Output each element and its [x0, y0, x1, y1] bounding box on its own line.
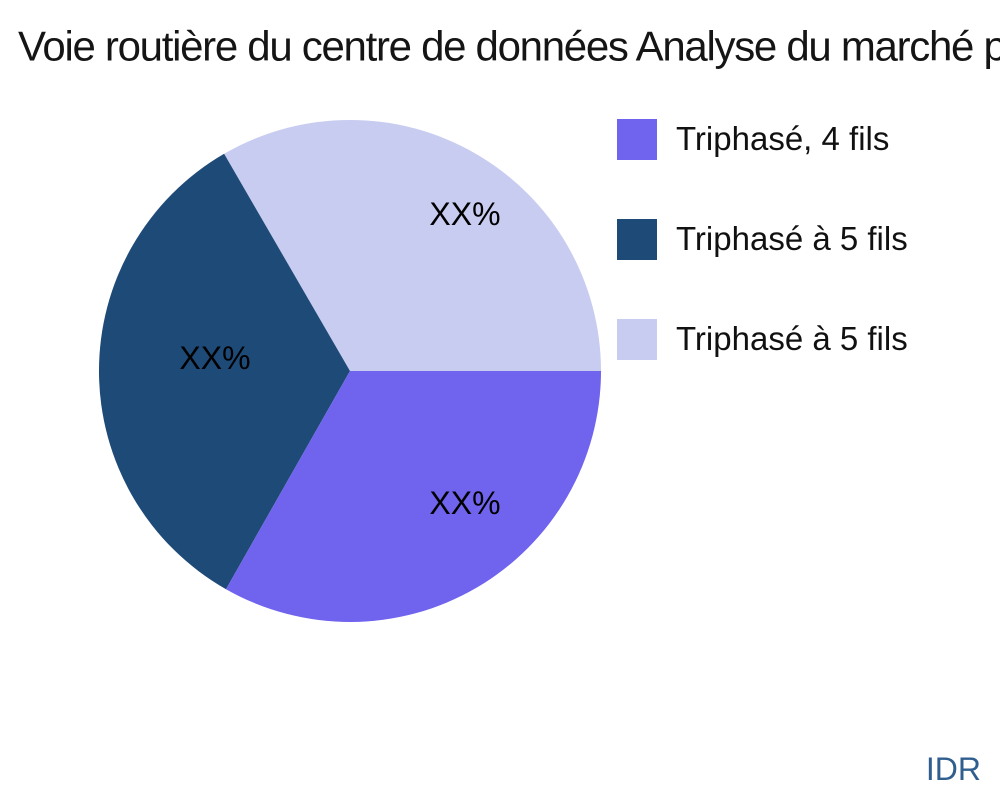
svg-text:Triphasé, 4 fils: Triphasé, 4 fils: [676, 120, 889, 157]
svg-text:Triphasé à 5 fils: Triphasé à 5 fils: [676, 320, 908, 357]
svg-text:XX%: XX%: [179, 340, 250, 376]
svg-text:Voie routière du centre de don: Voie routière du centre de données Analy…: [18, 23, 1000, 70]
svg-text:Triphasé à 5 fils: Triphasé à 5 fils: [676, 220, 908, 257]
svg-text:XX%: XX%: [429, 196, 500, 232]
svg-text:XX%: XX%: [429, 485, 500, 521]
svg-text:IDR: IDR: [926, 751, 981, 787]
